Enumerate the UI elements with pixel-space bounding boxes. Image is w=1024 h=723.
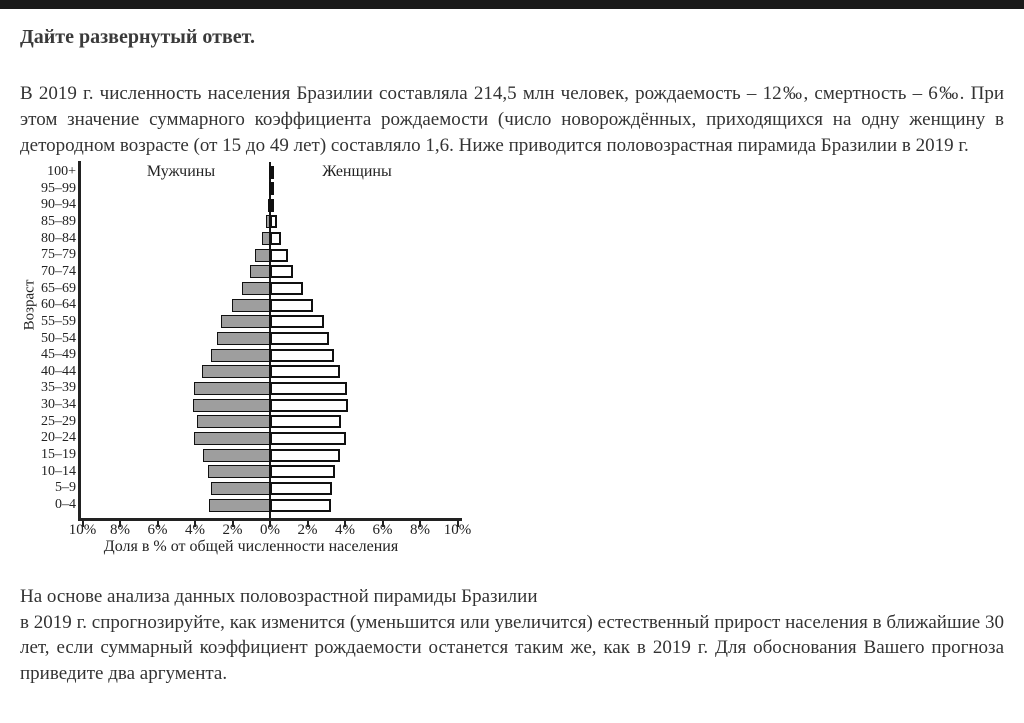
age-group-label: 100+ (47, 164, 76, 179)
male-bar (231, 298, 270, 312)
age-group-label: 25–29 (41, 413, 76, 429)
male-bar (194, 381, 270, 395)
female-bar (270, 398, 348, 412)
female-bar (270, 415, 342, 429)
x-axis-tick (119, 521, 121, 527)
age-group-label: 65–69 (41, 280, 76, 296)
age-group-label: 30–34 (41, 397, 76, 413)
age-group-label: 15–19 (41, 447, 76, 463)
age-group-label: 85–89 (41, 213, 76, 229)
age-group-label: 55–59 (41, 313, 76, 329)
age-group-label: 60–64 (41, 297, 76, 313)
male-bar (209, 498, 270, 512)
male-bar (208, 465, 270, 479)
x-axis-tick-label: 8% (110, 522, 130, 538)
female-bar (270, 315, 325, 329)
male-bar (216, 332, 270, 345)
age-group-label: 35–39 (41, 380, 76, 396)
female-bar (270, 431, 346, 445)
x-axis-tick (156, 521, 159, 527)
x-axis-tick (306, 521, 309, 527)
x-axis-tick-label: 10% (443, 522, 472, 538)
x-axis-tick (419, 521, 421, 527)
female-bar (270, 198, 274, 212)
female-bar (270, 481, 332, 495)
female-bar (270, 381, 347, 395)
legend-label-men: Мужчины (146, 163, 216, 180)
male-bar (203, 448, 270, 462)
x-axis-tick (194, 521, 196, 527)
female-bar (270, 332, 330, 345)
legend-label-women: Женщины (322, 163, 392, 180)
age-group-label: 45–49 (41, 347, 76, 363)
x-axis-tick-label: 6% (147, 522, 168, 538)
male-bar (261, 232, 270, 246)
age-group-label: 20–24 (41, 430, 76, 446)
female-bar (270, 365, 341, 379)
male-bar (194, 431, 270, 445)
female-bar (270, 248, 288, 262)
age-group-label: 75–79 (41, 247, 76, 263)
age-group-label: 10–14 (41, 463, 76, 479)
age-group-label: 50–54 (41, 330, 76, 346)
x-axis-tick (381, 521, 384, 527)
male-bar (221, 315, 270, 329)
age-group-label: 5–9 (55, 480, 76, 496)
outro-paragraph: На основе анализа данных половозрастной … (20, 584, 1004, 686)
male-bar (255, 248, 270, 262)
female-bar (270, 182, 274, 196)
female-bar (270, 348, 334, 362)
x-axis-tick-label: 0% (260, 522, 280, 538)
x-axis-tick-label: 2% (297, 522, 318, 538)
x-axis-tick-label: 4% (185, 522, 205, 538)
male-bar (266, 215, 270, 229)
age-group-label: 95–99 (41, 180, 76, 196)
y-axis-line (78, 161, 81, 518)
page-title: Дайте развернутый ответ. (20, 26, 255, 48)
male-bar (201, 365, 270, 379)
male-bar (210, 348, 270, 362)
x-axis-tick-label: 4% (335, 522, 355, 538)
female-bar (270, 165, 274, 179)
x-axis-tick (269, 521, 271, 527)
x-axis-tick-label: 6% (372, 522, 393, 538)
female-bar (270, 215, 277, 229)
age-group-label: 0–4 (55, 497, 76, 512)
female-bar (270, 465, 335, 479)
outro-line-1: На основе анализа данных половозрастной … (20, 586, 538, 607)
top-window-bar (0, 0, 1024, 9)
male-bar (268, 198, 271, 212)
x-axis-tick-label: 2% (222, 522, 243, 538)
male-bar (241, 282, 270, 296)
x-axis-tick (344, 521, 346, 527)
female-bar (270, 265, 294, 279)
female-bar (270, 232, 282, 246)
female-bar (270, 298, 314, 312)
population-pyramid-chart: Возраст Мужчины Женщины Доля в % от обще… (20, 158, 525, 558)
male-bar (193, 398, 270, 412)
age-group-label: 70–74 (41, 263, 76, 279)
male-bar (196, 415, 270, 429)
x-axis-title: Доля в % от общей численности населения (103, 538, 399, 555)
female-bar (270, 498, 331, 512)
x-axis-tick (231, 521, 234, 527)
age-group-label: 80–84 (41, 230, 76, 246)
female-bar (270, 448, 341, 462)
outro-rest: в 2019 г. спрогнозируйте, как изменится … (20, 611, 1004, 684)
x-axis-line (78, 518, 462, 521)
x-axis-tick (81, 521, 84, 527)
age-group-label: 40–44 (41, 363, 76, 379)
x-axis-tick (456, 521, 459, 527)
intro-paragraph: В 2019 г. численность населения Бразилии… (20, 83, 1004, 156)
x-axis-tick-label: 8% (410, 522, 430, 538)
male-bar (250, 265, 270, 279)
x-axis-tick-label: 10% (68, 522, 97, 538)
female-bar (270, 282, 303, 296)
male-bar (210, 481, 270, 495)
age-group-label: 90–94 (41, 197, 76, 213)
